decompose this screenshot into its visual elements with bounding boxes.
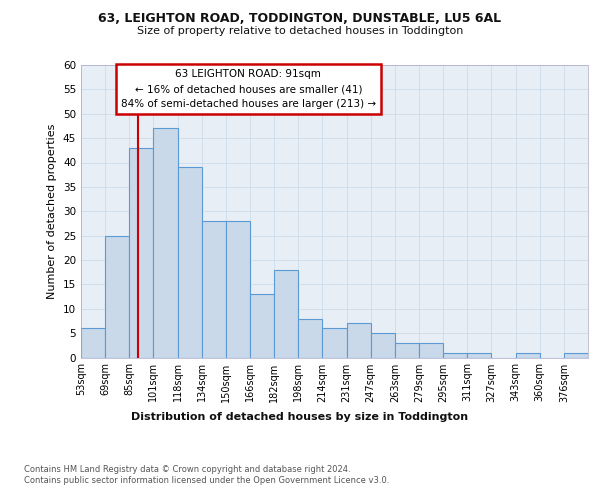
- Text: Contains HM Land Registry data © Crown copyright and database right 2024.: Contains HM Land Registry data © Crown c…: [24, 465, 350, 474]
- Bar: [564, 352, 588, 358]
- Text: Distribution of detached houses by size in Toddington: Distribution of detached houses by size …: [131, 412, 469, 422]
- Bar: [202, 221, 226, 358]
- Bar: [129, 148, 154, 358]
- Bar: [226, 221, 250, 358]
- Y-axis label: Number of detached properties: Number of detached properties: [47, 124, 58, 299]
- Bar: [250, 294, 274, 358]
- Bar: [443, 352, 467, 358]
- Bar: [178, 168, 202, 358]
- Text: 63, LEIGHTON ROAD, TODDINGTON, DUNSTABLE, LU5 6AL: 63, LEIGHTON ROAD, TODDINGTON, DUNSTABLE…: [98, 12, 502, 26]
- Bar: [322, 328, 347, 358]
- Bar: [371, 333, 395, 357]
- Text: 63 LEIGHTON ROAD: 91sqm
← 16% of detached houses are smaller (41)
84% of semi-de: 63 LEIGHTON ROAD: 91sqm ← 16% of detache…: [121, 70, 376, 109]
- Bar: [154, 128, 178, 358]
- Bar: [515, 352, 540, 358]
- Bar: [105, 236, 129, 358]
- Bar: [395, 343, 419, 357]
- Bar: [298, 318, 322, 358]
- Bar: [81, 328, 105, 358]
- Bar: [274, 270, 298, 358]
- Bar: [467, 352, 491, 358]
- Bar: [347, 324, 371, 358]
- Text: Contains public sector information licensed under the Open Government Licence v3: Contains public sector information licen…: [24, 476, 389, 485]
- Text: Size of property relative to detached houses in Toddington: Size of property relative to detached ho…: [137, 26, 463, 36]
- Bar: [419, 343, 443, 357]
